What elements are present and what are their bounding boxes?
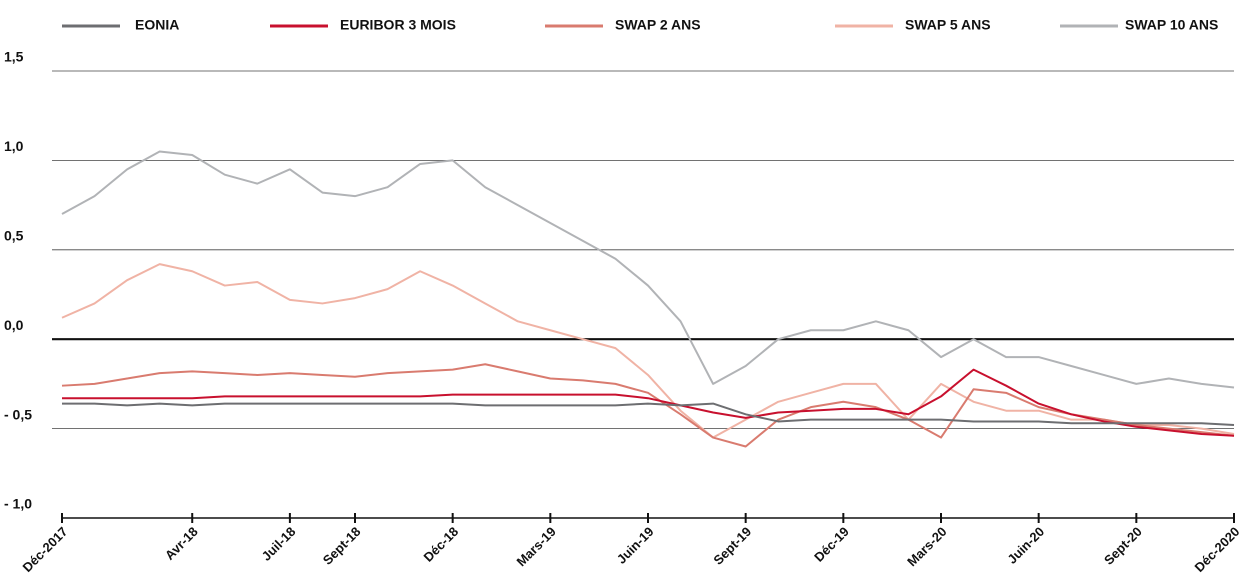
y-tick-label: 0,0 bbox=[4, 317, 24, 333]
x-tick-label: Sept-19 bbox=[710, 524, 754, 568]
legend-label: EONIA bbox=[135, 17, 179, 33]
x-tick-label: Déc-19 bbox=[811, 524, 852, 565]
series-line bbox=[61, 263, 1235, 439]
y-tick-label: - 1,0 bbox=[4, 496, 32, 512]
x-tick-label: Mars-19 bbox=[514, 524, 559, 569]
x-tick-label: Juin-20 bbox=[1004, 524, 1047, 567]
series-line bbox=[61, 363, 1235, 448]
x-tick-label: Déc-2017 bbox=[20, 524, 71, 575]
legend-label: SWAP 10 ANS bbox=[1125, 17, 1218, 33]
legend-label: SWAP 2 ANS bbox=[615, 17, 701, 33]
x-tick-label: Sept-20 bbox=[1101, 524, 1145, 568]
x-tick-label: Mars-20 bbox=[904, 524, 949, 569]
x-tick-label: Juin-19 bbox=[614, 524, 657, 567]
series-line bbox=[62, 368, 1235, 437]
x-tick-label: Déc-18 bbox=[420, 524, 461, 565]
x-tick-label: Juil-18 bbox=[259, 524, 299, 564]
y-tick-label: - 0,5 bbox=[4, 406, 32, 422]
x-tick-label: Déc-2020 bbox=[1192, 524, 1239, 575]
x-tick-label: Sept-18 bbox=[320, 524, 364, 568]
x-tick-label: Avr-18 bbox=[162, 524, 201, 563]
y-tick-label: 1,5 bbox=[4, 49, 24, 65]
y-tick-label: 1,0 bbox=[4, 138, 24, 154]
y-tick-label: 0,5 bbox=[4, 228, 24, 244]
legend-label: SWAP 5 ANS bbox=[905, 17, 991, 33]
series-line bbox=[61, 150, 1235, 389]
series-line bbox=[62, 402, 1235, 427]
legend-label: EURIBOR 3 MOIS bbox=[340, 17, 456, 33]
